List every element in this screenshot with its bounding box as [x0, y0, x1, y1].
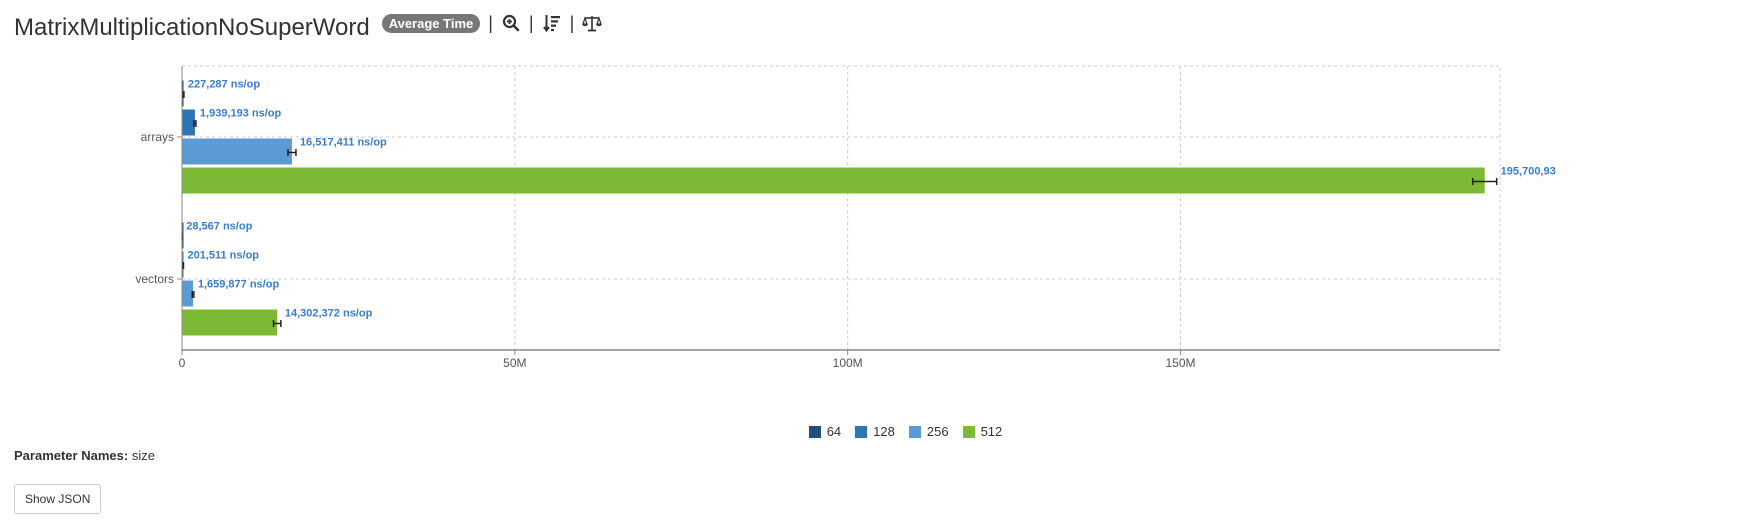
x-tick-label: 100M	[833, 356, 863, 370]
x-tick-label: 50M	[503, 356, 526, 370]
legend-label: 128	[873, 424, 895, 439]
bar-vectors-256	[182, 280, 194, 307]
bar-chart-svg: 0 50M 100M 150M arrays vectors 227,287 ns/op 1,…	[135, 65, 1556, 370]
data-label: 227,287 ns/op	[188, 79, 260, 91]
legend-swatch	[908, 425, 921, 438]
bar-arrays-512	[182, 167, 1485, 194]
bar-vectors-512	[182, 309, 278, 336]
data-label: 1,939,193 ns/op	[200, 108, 282, 120]
balance-scale-icon[interactable]	[582, 13, 603, 33]
toolbar-separator: |	[528, 12, 534, 33]
legend-label: 256	[926, 424, 949, 439]
legend-swatch	[962, 425, 975, 438]
parameter-names-label: Parameter Names:	[14, 448, 129, 463]
chart-header: MatrixMultiplicationNoSuperWord Average …	[14, 10, 603, 42]
data-label: 201,511 ns/op	[187, 250, 259, 262]
bar-arrays-256	[182, 138, 292, 165]
plot-frame	[181, 65, 1501, 351]
legend-swatch	[855, 425, 868, 438]
data-label: 14,302,372 ns/op	[285, 308, 373, 320]
parameter-names-value: size	[131, 448, 155, 463]
chart-legend: 64 128 256 512	[0, 424, 1741, 439]
category-label: arrays	[141, 130, 174, 144]
data-label: 28,567 ns/op	[186, 221, 252, 233]
parameter-names: Parameter Names: size	[14, 448, 155, 463]
legend-swatch	[808, 425, 821, 438]
data-label: 195,700,93	[1501, 166, 1556, 178]
show-json-button[interactable]: Show JSON	[14, 484, 102, 514]
data-label: 1,659,877 ns/op	[198, 279, 280, 291]
page-title: MatrixMultiplicationNoSuperWord	[14, 14, 370, 41]
x-tick-label: 0	[179, 356, 186, 370]
legend-item-64[interactable]: 64	[808, 424, 842, 439]
category-label: vectors	[135, 272, 174, 286]
legend-item-256[interactable]: 256	[908, 424, 949, 439]
zoom-in-icon[interactable]	[501, 13, 521, 33]
sort-descending-icon[interactable]	[542, 13, 562, 33]
legend-item-128[interactable]: 128	[855, 424, 895, 439]
bar-arrays-128	[182, 109, 195, 136]
x-tick-label: 150M	[1165, 356, 1195, 370]
legend-label: 64	[826, 424, 842, 439]
toolbar-separator: |	[488, 12, 493, 33]
mode-badge: Average Time	[381, 13, 481, 33]
toolbar-separator: |	[569, 12, 575, 33]
legend-item-512[interactable]: 512	[962, 424, 1003, 439]
legend-label: 512	[980, 424, 1003, 439]
benchmark-chart: 0 50M 100M 150M arrays vectors 227,287 ns/op 1,…	[0, 60, 1741, 420]
data-label: 16,517,411 ns/op	[300, 137, 387, 149]
